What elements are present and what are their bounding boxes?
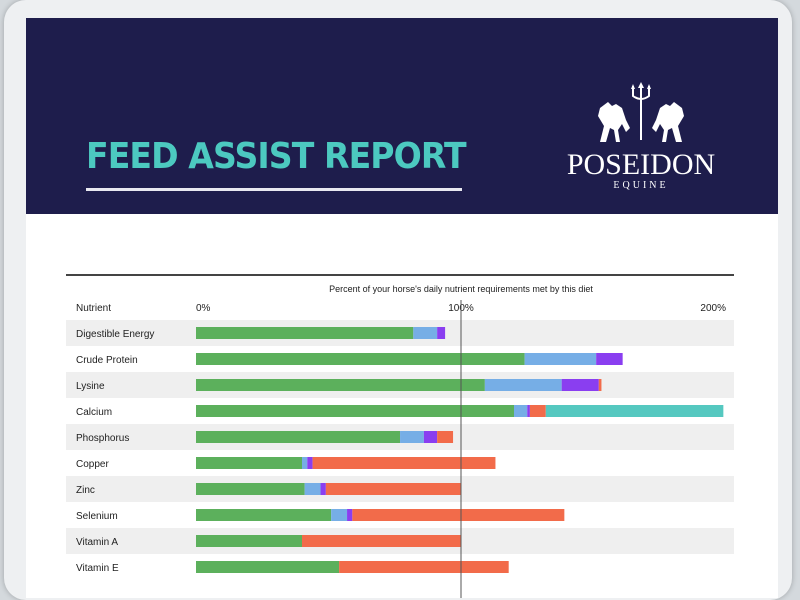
bar-segment — [527, 405, 530, 417]
bar-segment — [196, 379, 485, 391]
bar-segment — [561, 379, 599, 391]
bar-segment — [484, 379, 562, 391]
chart-top-rule — [66, 274, 734, 276]
nutrient-label: Vitamin E — [76, 563, 119, 574]
bar-segment — [196, 483, 305, 495]
nutrient-chart: Percent of your horse's daily nutrient r… — [66, 274, 734, 598]
column-header-nutrient: Nutrient — [76, 303, 111, 314]
report-title: FEED ASSIST REPORT — [86, 136, 467, 177]
poseidon-logo: POSEIDON EQUINE — [556, 80, 726, 200]
bar-segment — [196, 327, 414, 339]
bar-segment — [529, 405, 546, 417]
bar-segment — [437, 327, 446, 339]
bar-segment — [596, 353, 623, 365]
bar-segment — [320, 483, 326, 495]
report-screen: FEED ASSIST REPORT POSEIDON EQUINE — [26, 18, 778, 598]
nutrient-label: Crude Protein — [76, 355, 138, 366]
bar-segment — [347, 509, 353, 521]
bar-segment — [302, 457, 308, 469]
bar-segment — [514, 405, 528, 417]
bar-segment — [524, 353, 597, 365]
nutrient-label: Lysine — [76, 381, 105, 392]
bar-segment — [312, 457, 496, 469]
bar-segment — [352, 509, 565, 521]
nutrient-label: Phosphorus — [76, 433, 129, 444]
bar-segment — [196, 535, 302, 547]
nutrient-label: Selenium — [76, 511, 118, 522]
bar-segment — [423, 431, 438, 443]
bar-segment — [304, 483, 321, 495]
nutrient-label: Vitamin A — [76, 537, 118, 548]
bar-segment — [598, 379, 602, 391]
bar-segment — [196, 457, 302, 469]
bar-segment — [307, 457, 313, 469]
logo-brand-text: POSEIDON — [566, 148, 716, 181]
bar-segment — [196, 405, 514, 417]
bar-segment — [437, 431, 454, 443]
bar-segment — [302, 535, 461, 547]
chart-title: Percent of your horse's daily nutrient r… — [329, 284, 593, 294]
nutrient-label: Digestible Energy — [76, 329, 154, 340]
report-header: FEED ASSIST REPORT POSEIDON EQUINE — [26, 18, 778, 214]
bar-segment — [545, 405, 724, 417]
title-underline — [86, 188, 462, 191]
tablet-frame: FEED ASSIST REPORT POSEIDON EQUINE — [4, 0, 792, 600]
nutrient-label: Calcium — [76, 407, 112, 418]
horses-trident-icon — [598, 82, 684, 142]
bar-segment — [196, 561, 340, 573]
bar-segment — [413, 327, 438, 339]
x-tick-label: 200% — [700, 303, 726, 314]
x-tick-label: 0% — [196, 303, 211, 314]
bar-segment — [339, 561, 509, 573]
bar-segment — [325, 483, 461, 495]
nutrient-label: Zinc — [76, 485, 95, 496]
bar-segment — [196, 431, 401, 443]
bar-segment — [196, 509, 332, 521]
nutrient-label: Copper — [76, 459, 109, 470]
bar-segment — [400, 431, 424, 443]
bar-segment — [196, 353, 525, 365]
logo-sub-text: EQUINE — [613, 180, 669, 191]
bar-segment — [331, 509, 348, 521]
